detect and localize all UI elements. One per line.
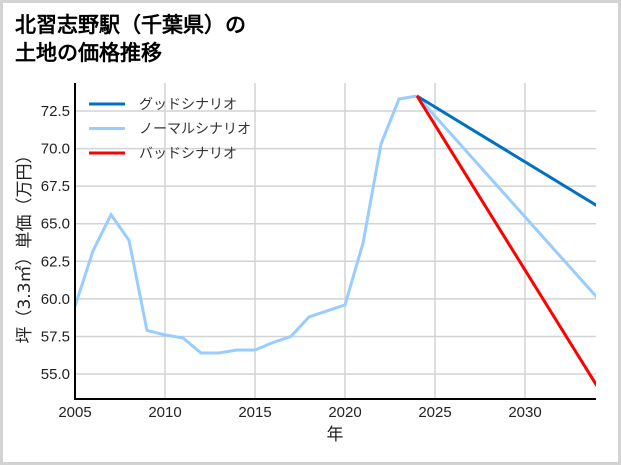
x-tick-label: 2010 — [148, 404, 181, 421]
y-tick-label: 70.0 — [41, 141, 70, 158]
y-tick-label: 55.0 — [41, 366, 70, 383]
series-lines — [75, 94, 596, 387]
series-line — [415, 95, 596, 387]
y-tick-label: 65.0 — [41, 216, 70, 233]
x-tick-label: 2025 — [418, 404, 451, 421]
x-axis-label: 年 — [327, 425, 344, 445]
y-axis-label: 坪（3.3㎡）単価（万円） — [15, 146, 35, 343]
series-line — [75, 94, 596, 355]
y-tick-label: 57.5 — [41, 328, 70, 345]
chart-title: 北習志野駅（千葉県）の 土地の価格推移 — [15, 13, 246, 65]
y-tick-label: 60.0 — [41, 291, 70, 308]
legend-label: バッドシナリオ — [139, 146, 237, 162]
x-tick-label: 2020 — [328, 404, 361, 421]
y-tick-label: 67.5 — [41, 178, 70, 195]
y-tick-label: 72.5 — [41, 103, 70, 120]
x-tick-label: 2015 — [238, 404, 271, 421]
series-line — [416, 94, 596, 207]
x-tick-label: 2005 — [58, 404, 91, 421]
x-tick-label: 2030 — [508, 404, 541, 421]
legend-label: グッドシナリオ — [139, 97, 237, 113]
y-tick-label: 62.5 — [41, 253, 70, 270]
legend-label: ノーマルシナリオ — [139, 122, 251, 138]
